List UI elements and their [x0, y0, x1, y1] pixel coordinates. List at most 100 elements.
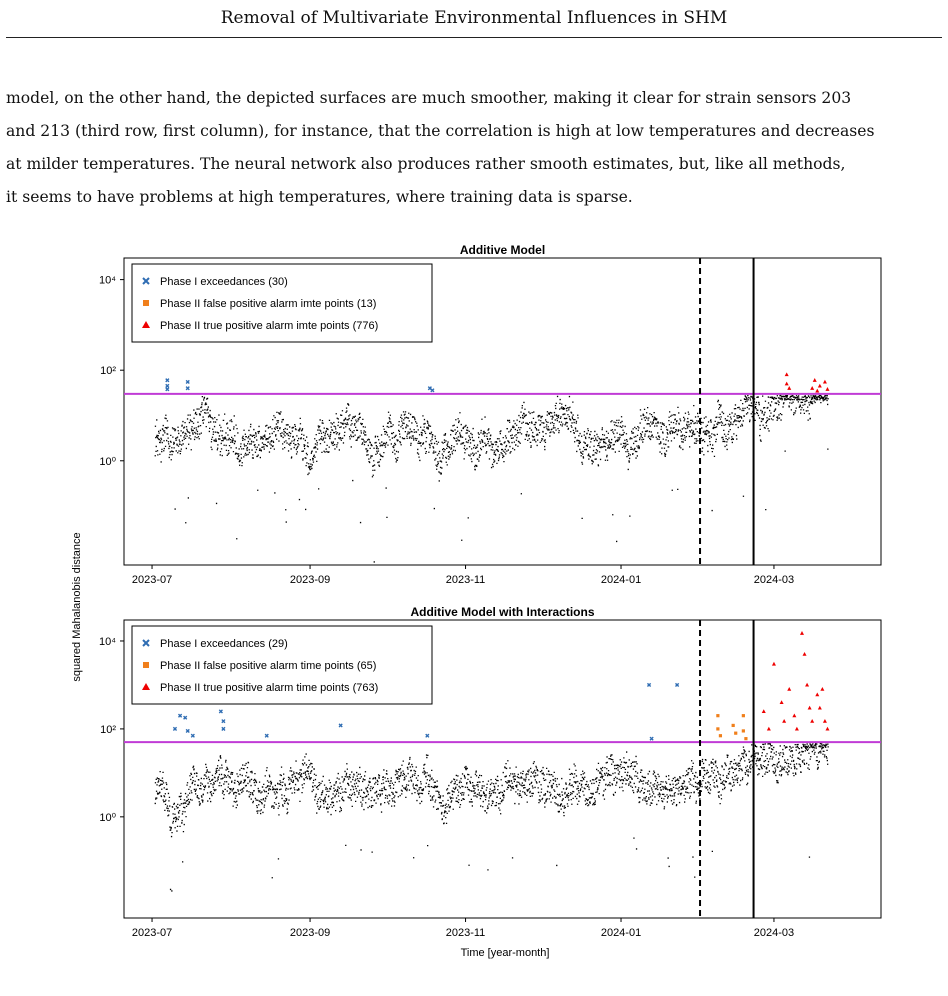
true-alarm-marker — [820, 687, 825, 691]
x-tick-label: 2024-03 — [754, 927, 794, 939]
false-alarm-marker — [741, 714, 745, 718]
true-alarm-marker — [794, 726, 799, 731]
paragraph-line: model, on the other hand, the depicted s… — [6, 89, 852, 107]
data-noise-points — [154, 743, 829, 892]
phase-one-marker — [165, 387, 170, 392]
y-tick-label: 10⁴ — [99, 275, 116, 287]
legend-entry: Phase I exceedances (29) — [160, 638, 288, 650]
legend-entry: Phase I exceedances (30) — [160, 276, 288, 288]
paragraph-line: at milder temperatures. The neural netwo… — [6, 155, 846, 173]
false-alarm-marker — [716, 727, 720, 731]
false-alarm-marker — [734, 731, 738, 735]
false-alarm-marker — [716, 714, 720, 718]
true-alarm-marker — [805, 682, 810, 687]
true-alarm-marker — [817, 383, 822, 388]
phase-one-marker — [185, 728, 190, 734]
true-alarm-marker — [815, 692, 820, 697]
chart-panel: Additive Model with Interactions 10⁰ 10² 10… — [99, 605, 882, 939]
false-alarm-marker — [744, 737, 748, 741]
true-alarm-marker — [810, 386, 815, 390]
legend-square-marker — [143, 662, 149, 668]
true-alarm-marker — [802, 652, 807, 656]
x-tick-label: 2024-03 — [754, 574, 794, 586]
legend-cross-marker — [142, 277, 150, 285]
paragraph-line: and 213 (third row, first column), for i… — [6, 122, 875, 140]
true-alarm-marker — [799, 631, 804, 635]
x-tick-label: 2024-01 — [601, 574, 641, 586]
true-alarm-marker — [792, 713, 797, 718]
plot-frame — [123, 257, 882, 566]
phase-one-marker — [221, 726, 226, 732]
y-tick-label: 10² — [100, 365, 116, 377]
legend-box — [131, 625, 433, 705]
body-paragraph: model, on the other hand, the depicted s… — [6, 82, 940, 214]
running-head: Removal of Multivariate Environmental In… — [220, 8, 728, 28]
y-tick-label: 10⁴ — [99, 636, 116, 648]
phase-one-marker — [649, 736, 654, 741]
true-alarm-marker — [784, 372, 789, 377]
true-alarm-marker — [761, 709, 766, 714]
false-alarm-marker — [741, 729, 745, 733]
true-alarm-marker — [825, 387, 830, 391]
legend-triangle-marker — [142, 683, 150, 690]
phase-one-marker — [221, 719, 226, 724]
data-noise-points — [154, 394, 829, 563]
true-alarm-marker — [815, 388, 820, 393]
phase-one-marker — [165, 378, 170, 383]
legend-entry: Phase II false positive alarm imte point… — [160, 298, 376, 310]
plot-frame — [123, 619, 882, 919]
chart-title: Additive Model — [460, 243, 545, 257]
phase-one-marker — [218, 709, 223, 714]
legend-square-marker — [143, 300, 149, 306]
data-layer — [124, 258, 881, 565]
header-rule — [6, 37, 942, 38]
phase-one-marker — [177, 713, 183, 718]
true-alarm-marker — [787, 687, 792, 691]
false-alarm-marker — [731, 723, 735, 728]
true-alarm-marker — [825, 726, 830, 731]
phase-one-marker — [264, 733, 269, 738]
legend-triangle-marker — [142, 321, 150, 328]
true-alarm-marker — [822, 718, 827, 723]
true-alarm-marker — [817, 705, 822, 710]
y-axis-label: squared Mahalanobis distance — [71, 532, 83, 681]
legend-cross-marker — [142, 639, 150, 647]
y-tick-label: 10⁰ — [99, 812, 116, 824]
phase-one-marker — [190, 733, 195, 738]
legend-entry: Phase II true positive alarm time points… — [160, 682, 378, 694]
phase-one-marker — [165, 383, 170, 388]
x-tick-label: 2023-07 — [132, 927, 172, 939]
true-alarm-marker — [782, 718, 787, 723]
x-tick-label: 2023-09 — [290, 927, 330, 939]
y-tick-label: 10⁰ — [99, 456, 116, 468]
x-tick-label: 2023-11 — [446, 574, 486, 586]
x-tick-label: 2023-07 — [132, 574, 172, 586]
x-tick-label: 2024-01 — [601, 927, 641, 939]
x-tick-label: 2023-11 — [446, 927, 486, 939]
phase-one-marker — [185, 379, 190, 385]
true-alarm-marker — [784, 381, 789, 386]
true-alarm-marker — [779, 700, 784, 705]
phase-one-marker — [172, 726, 178, 732]
true-alarm-marker — [766, 726, 771, 731]
x-tick-label: 2023-09 — [290, 574, 330, 586]
y-tick-label: 10² — [100, 724, 116, 736]
phase-one-marker — [338, 723, 343, 728]
phase-one-marker — [183, 715, 188, 720]
data-layer — [124, 620, 881, 918]
true-alarm-marker — [807, 705, 812, 710]
true-alarm-marker — [771, 661, 776, 666]
true-alarm-marker — [810, 718, 815, 723]
phase-one-marker — [674, 682, 680, 688]
phase-one-marker — [425, 733, 430, 738]
phase-one-marker — [430, 388, 435, 393]
chart-title: Additive Model with Interactions — [410, 605, 594, 619]
phase-one-marker — [646, 682, 652, 688]
chart-panel: Additive Model 10⁰ 10² 10⁴ 2023-07 2023-09 202… — [99, 243, 882, 586]
legend-box — [131, 263, 433, 343]
false-alarm-marker — [718, 734, 723, 738]
true-alarm-marker — [822, 379, 827, 384]
phase-one-marker — [185, 386, 190, 391]
legend-entry: Phase II true positive alarm imte points… — [160, 320, 378, 332]
true-alarm-marker — [787, 386, 792, 390]
